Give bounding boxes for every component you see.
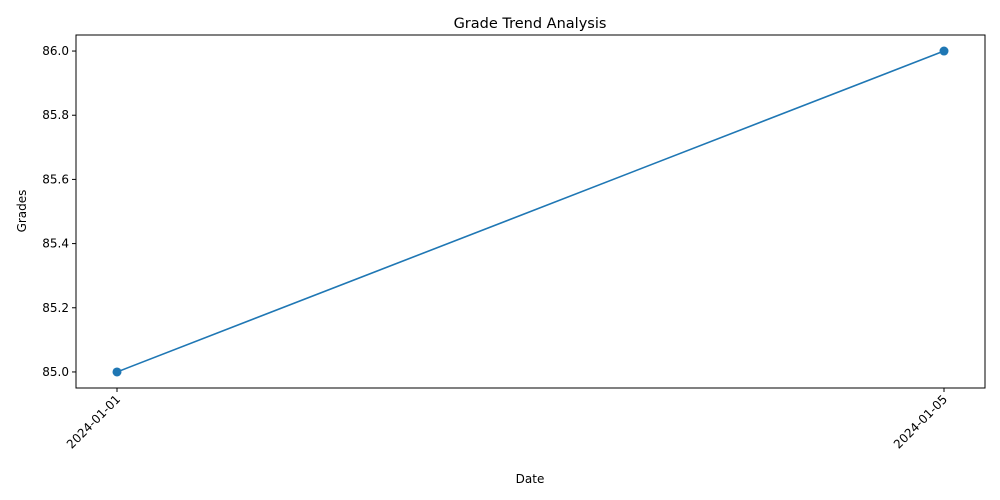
plot-area-frame	[75, 34, 986, 389]
y-tick-label: 85.2	[42, 301, 69, 315]
y-axis-ticks: 85.0 85.2 85.4 85.6 85.8 86.0	[42, 44, 76, 379]
data-point	[112, 367, 122, 377]
y-tick-label: 85.0	[42, 365, 69, 379]
data-point	[939, 46, 949, 56]
x-tick-label: 2024-01-01	[64, 392, 123, 451]
x-tick-label: 2024-01-05	[891, 392, 950, 451]
chart-title: Grade Trend Analysis	[454, 16, 607, 32]
y-tick-label: 85.4	[42, 237, 69, 251]
y-tick-label: 85.6	[42, 172, 69, 186]
x-axis-label: Date	[516, 472, 545, 486]
series-layer	[112, 46, 949, 377]
y-tick-label: 85.8	[42, 108, 69, 122]
y-axis-label: Grades	[15, 190, 29, 233]
series-line	[116, 50, 945, 373]
y-tick-label: 86.0	[42, 44, 69, 58]
x-axis-ticks: 2024-01-01 2024-01-05	[64, 388, 950, 451]
